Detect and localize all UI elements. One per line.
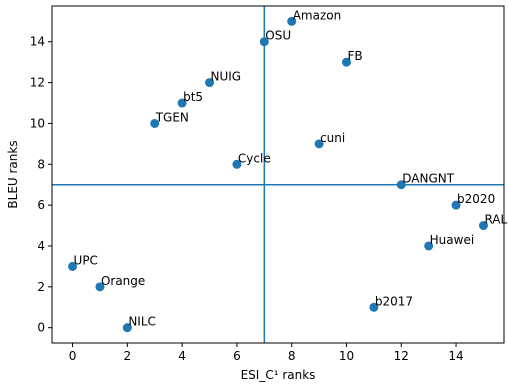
- scatter-point: [232, 159, 242, 169]
- y-tick-label: 4: [37, 239, 45, 253]
- scatter-point: [396, 180, 406, 190]
- y-tick-label: 10: [30, 116, 45, 130]
- scatter-point: [341, 57, 351, 67]
- scatter-point: [177, 98, 187, 108]
- y-tick-label: 8: [37, 157, 45, 171]
- scatter-point: [478, 221, 488, 231]
- reference-lines: [52, 6, 504, 343]
- scatter-point: [205, 78, 215, 88]
- y-axis-ticks: 0 2 4 6 8 10 12 14: [30, 35, 52, 335]
- scatter-point: [314, 139, 324, 149]
- y-tick-label: 0: [37, 321, 45, 335]
- point-label: cuni: [320, 131, 345, 145]
- x-axis-label: ESI_C¹ ranks: [241, 368, 316, 382]
- scatter-point: [150, 118, 160, 128]
- x-tick-label: 14: [448, 349, 463, 363]
- point-label: b2017: [375, 294, 413, 308]
- x-axis-ticks: 0 2 4 6 8 10 12 14: [69, 343, 464, 363]
- point-label: FB: [347, 49, 362, 63]
- point-label: NUIG: [211, 70, 242, 84]
- point-label: Huawei: [430, 233, 475, 247]
- y-tick-label: 2: [37, 280, 45, 294]
- y-tick-label: 12: [30, 76, 45, 90]
- point-label: TGEN: [155, 110, 189, 124]
- point-label: RAL: [484, 213, 507, 227]
- scatter-point: [451, 200, 461, 210]
- data-points: [68, 16, 488, 333]
- point-label: b2020: [457, 192, 495, 206]
- point-label: Cycle: [238, 151, 271, 165]
- scatter-point: [95, 282, 105, 292]
- y-tick-label: 14: [30, 35, 45, 49]
- x-tick-label: 2: [124, 349, 132, 363]
- point-label: Amazon: [293, 8, 342, 22]
- point-label: NILC: [128, 315, 156, 329]
- y-tick-label: 6: [37, 198, 45, 212]
- scatter-point: [287, 16, 297, 26]
- y-axis-label: BLEU ranks: [6, 140, 20, 208]
- plot-frame: [51, 5, 505, 344]
- point-label: UPC: [74, 253, 98, 267]
- scatter-point: [122, 323, 132, 333]
- scatter-point: [369, 302, 379, 312]
- x-tick-label: 12: [394, 349, 409, 363]
- scatter-point: [68, 261, 78, 271]
- x-tick-label: 10: [339, 349, 354, 363]
- scatter-point: [424, 241, 434, 251]
- point-label: Orange: [101, 274, 145, 288]
- x-tick-label: 8: [288, 349, 296, 363]
- x-tick-label: 0: [69, 349, 77, 363]
- point-label: OSU: [265, 29, 291, 43]
- scatter-point: [259, 37, 269, 47]
- x-tick-label: 4: [178, 349, 186, 363]
- point-label: DANGNT: [402, 172, 454, 186]
- x-tick-label: 6: [233, 349, 241, 363]
- point-label: bt5: [183, 90, 203, 104]
